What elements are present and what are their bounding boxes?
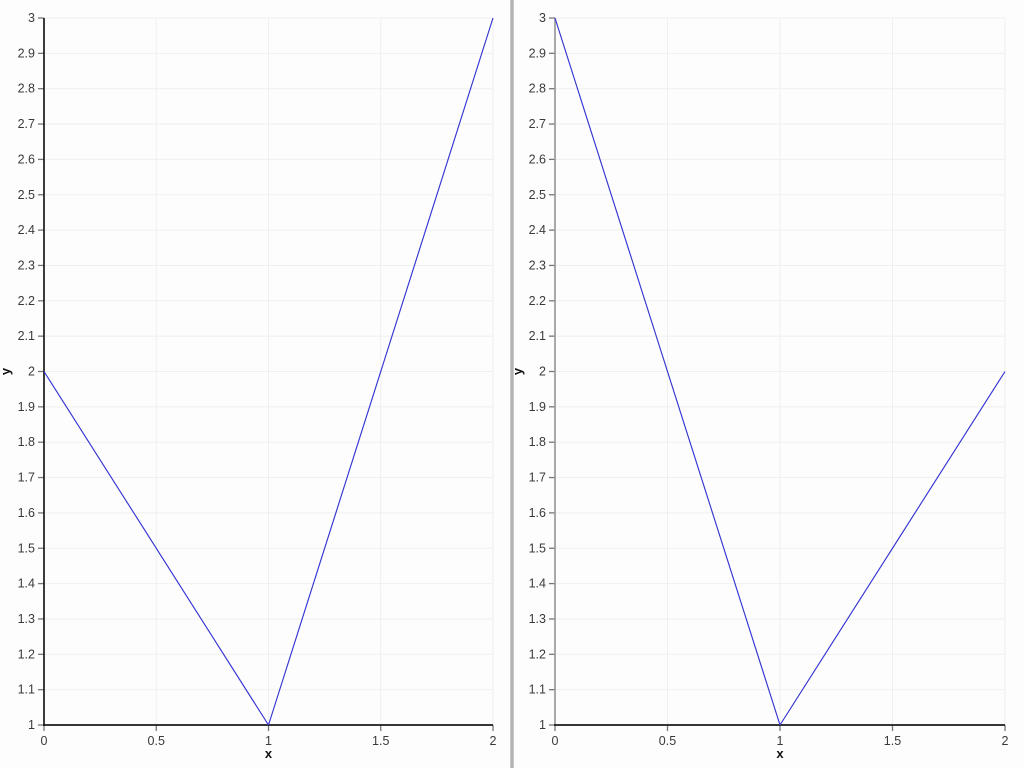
y-tick-label: 1.3 xyxy=(529,612,546,626)
x-tick-label: 0.5 xyxy=(148,734,165,748)
y-tick-label: 2.7 xyxy=(529,117,546,131)
y-tick-label: 1.9 xyxy=(18,400,35,414)
y-tick-label: 2.1 xyxy=(529,329,546,343)
y-tick-label: 2.6 xyxy=(18,152,35,166)
x-tick-label: 0 xyxy=(41,734,48,748)
y-tick-label: 2 xyxy=(28,365,35,379)
x-tick-label: 1 xyxy=(265,734,272,748)
tick-marks xyxy=(38,17,494,731)
right-chart: 1 1.1 1.2 1.3 1.4 1.5 1.6 1.7 1.8 1.9 2 2.1 2.2 2.3 2.… xyxy=(514,0,1024,768)
x-tick-label: 1.5 xyxy=(884,734,901,748)
left-plot-pane: 1 1.1 1.2 1.3 1.4 1.5 1.6 1.7 1.8 1.9 2 2.1 2.2 2.3 2.… xyxy=(0,0,510,768)
tick-marks xyxy=(549,17,1006,731)
y-tick-label: 1.1 xyxy=(18,683,35,697)
y-tick-label: 3 xyxy=(28,11,35,25)
y-axis-title: y xyxy=(0,367,13,375)
y-axis-title: y xyxy=(514,367,525,375)
y-tick-label: 2.7 xyxy=(18,117,35,131)
y-tick-label: 1.4 xyxy=(18,577,35,591)
y-tick-labels: 1 1.1 1.2 1.3 1.4 1.5 1.6 1.7 1.8 1.9 2 2.1 2.2 2.3 2.… xyxy=(18,11,35,732)
y-tick-label: 2.5 xyxy=(529,188,546,202)
y-tick-label: 2.4 xyxy=(18,223,35,237)
plot-background xyxy=(514,0,1024,768)
y-tick-label: 1.6 xyxy=(18,506,35,520)
data-series-line xyxy=(554,17,1006,726)
y-tick-label: 1.4 xyxy=(529,577,546,591)
y-tick-label: 2.5 xyxy=(18,188,35,202)
x-tick-labels: 0 0.5 1 1.5 2 xyxy=(41,734,497,748)
y-tick-label: 2.2 xyxy=(529,294,546,308)
x-axis-title: x xyxy=(776,746,784,761)
y-tick-label: 1.6 xyxy=(529,506,546,520)
y-tick-label: 1.1 xyxy=(529,683,546,697)
y-tick-label: 1.3 xyxy=(18,612,35,626)
y-tick-label: 2.8 xyxy=(529,82,546,96)
y-tick-label: 1.8 xyxy=(529,435,546,449)
y-tick-label: 2.9 xyxy=(529,46,546,60)
y-tick-label: 2.4 xyxy=(529,223,546,237)
x-tick-label: 1.5 xyxy=(372,734,389,748)
y-tick-label: 2.3 xyxy=(18,258,35,272)
y-tick-label: 2.6 xyxy=(529,152,546,166)
y-tick-label: 2.8 xyxy=(18,82,35,96)
y-tick-label: 1.8 xyxy=(18,435,35,449)
y-tick-label: 1.2 xyxy=(18,647,35,661)
x-tick-label: 0.5 xyxy=(659,734,676,748)
grid-lines xyxy=(44,17,494,725)
y-tick-label: 1 xyxy=(28,718,35,732)
y-tick-label: 1.5 xyxy=(18,541,35,555)
x-tick-label: 0 xyxy=(552,734,559,748)
x-tick-labels: 0 0.5 1 1.5 2 xyxy=(552,734,1009,748)
data-series-line xyxy=(43,17,494,726)
y-tick-label: 1 xyxy=(539,718,546,732)
x-tick-label: 2 xyxy=(490,734,497,748)
plot-background xyxy=(0,0,510,768)
y-tick-label: 2.3 xyxy=(529,258,546,272)
y-tick-label: 1.5 xyxy=(529,541,546,555)
y-tick-label: 1.9 xyxy=(529,400,546,414)
y-tick-label: 1.7 xyxy=(529,471,546,485)
x-axis-title: x xyxy=(265,746,273,761)
pane-divider-handle[interactable] xyxy=(510,0,514,768)
y-tick-label: 2.9 xyxy=(18,46,35,60)
y-tick-label: 2 xyxy=(539,365,546,379)
x-tick-label: 2 xyxy=(1002,734,1009,748)
y-tick-label: 2.1 xyxy=(18,329,35,343)
right-plot-pane: 1 1.1 1.2 1.3 1.4 1.5 1.6 1.7 1.8 1.9 2 2.1 2.2 2.3 2.… xyxy=(514,0,1024,768)
y-tick-label: 3 xyxy=(539,11,546,25)
y-tick-labels: 1 1.1 1.2 1.3 1.4 1.5 1.6 1.7 1.8 1.9 2 2.1 2.2 2.3 2.… xyxy=(529,11,546,732)
grid-lines xyxy=(555,17,1006,725)
y-tick-label: 1.7 xyxy=(18,471,35,485)
y-tick-label: 2.2 xyxy=(18,294,35,308)
y-tick-label: 1.2 xyxy=(529,647,546,661)
left-chart: 1 1.1 1.2 1.3 1.4 1.5 1.6 1.7 1.8 1.9 2 2.1 2.2 2.3 2.… xyxy=(0,0,510,768)
x-tick-label: 1 xyxy=(777,734,784,748)
